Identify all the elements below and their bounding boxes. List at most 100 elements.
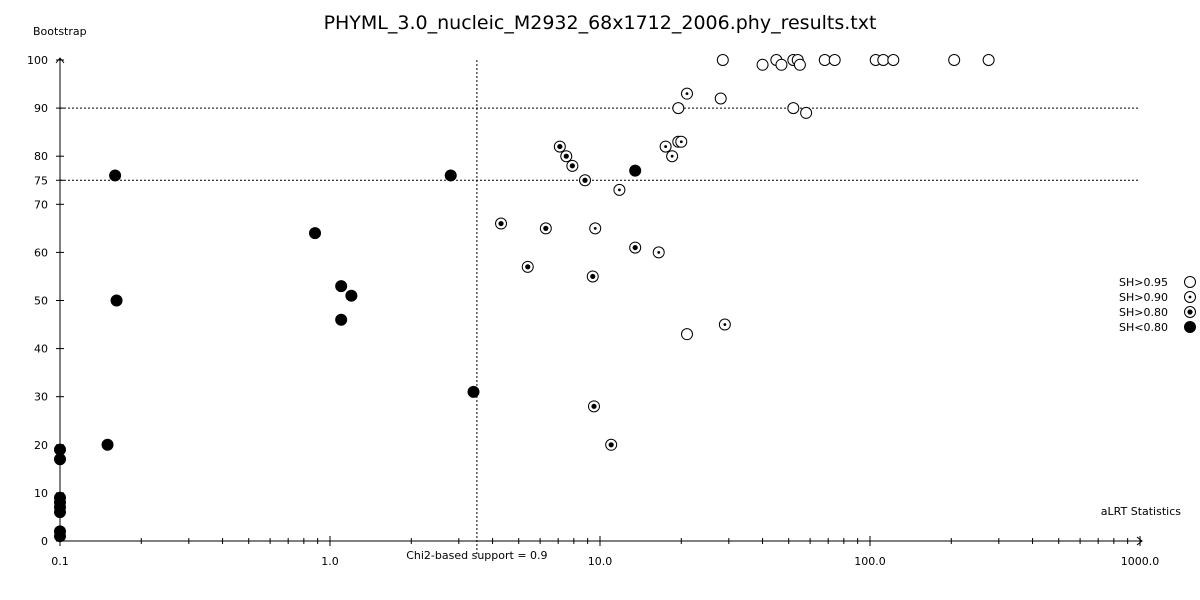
marker-shape bbox=[629, 164, 642, 177]
legend-label: SH<0.80 bbox=[1119, 321, 1168, 334]
legend-marker bbox=[1184, 276, 1196, 288]
marker-shape bbox=[793, 58, 806, 71]
marker-shape bbox=[877, 54, 890, 66]
marker-shape bbox=[775, 58, 788, 71]
data-point-sh-0-95 bbox=[887, 54, 900, 66]
data-point-sh-0-80 bbox=[560, 150, 573, 163]
legend-label: SH>0.80 bbox=[1119, 306, 1168, 319]
data-point-sh-0-80 bbox=[54, 453, 66, 466]
marker-shape bbox=[309, 227, 322, 240]
y-tick-label: 10 bbox=[34, 487, 48, 500]
marker-shape bbox=[756, 58, 769, 71]
marker-shape bbox=[1184, 321, 1196, 333]
axes: 0 10 20 30 40 50 60 70 75 80 90 100 0.1 1.0 10.0 100.0 1… bbox=[27, 54, 1159, 568]
data-point-sh-0-90 bbox=[680, 87, 693, 100]
marker-shape bbox=[800, 106, 813, 119]
marker-shape bbox=[787, 102, 800, 115]
data-point-sh-0-80 bbox=[605, 438, 618, 451]
data-point-sh-0-95 bbox=[800, 106, 813, 119]
y-tick-label: 50 bbox=[34, 295, 48, 308]
data-point-sh-0-90 bbox=[659, 140, 672, 153]
y-tick-label: 100 bbox=[27, 54, 48, 67]
marker-shape bbox=[335, 280, 348, 293]
data-point-sh-0-95 bbox=[756, 58, 769, 71]
marker-dot bbox=[723, 323, 727, 326]
marker-dot bbox=[498, 220, 504, 227]
marker-dot bbox=[582, 177, 588, 183]
y-tick-label: 30 bbox=[34, 391, 48, 404]
marker-shape bbox=[101, 438, 114, 451]
marker-shape bbox=[680, 328, 693, 341]
marker-dot bbox=[664, 145, 668, 148]
legend-marker bbox=[1184, 306, 1196, 318]
y-tick-label: 60 bbox=[34, 246, 48, 259]
data-point-sh-0-95 bbox=[793, 58, 806, 71]
y-tick-label: 20 bbox=[34, 439, 48, 452]
data-point-sh-0-80 bbox=[335, 313, 348, 326]
data-points bbox=[54, 54, 995, 543]
y-axis-arrow bbox=[55, 57, 65, 64]
data-point-sh-0-90 bbox=[589, 222, 602, 235]
x-tick-label: 100.0 bbox=[854, 555, 886, 568]
legend: SH>0.95 SH>0.90 SH>0.80 SH<0.80 bbox=[1119, 276, 1196, 334]
data-point-sh-0-95 bbox=[672, 102, 685, 115]
marker-dot bbox=[591, 403, 597, 409]
marker-dot bbox=[1187, 309, 1193, 315]
data-point-sh-0-95 bbox=[982, 54, 995, 66]
data-point-sh-0-80 bbox=[629, 241, 642, 254]
marker-shape bbox=[109, 169, 122, 182]
data-point-sh-0-80 bbox=[54, 530, 66, 543]
data-point-sh-0-95 bbox=[680, 328, 693, 341]
data-point-sh-0-90 bbox=[675, 135, 688, 148]
legend-marker bbox=[1184, 291, 1196, 303]
marker-shape bbox=[828, 54, 841, 66]
y-tick-label: 0 bbox=[41, 535, 48, 548]
data-point-sh-0-90 bbox=[613, 183, 626, 196]
data-point-sh-0-80 bbox=[444, 169, 457, 182]
marker-shape bbox=[672, 102, 685, 115]
marker-dot bbox=[1188, 295, 1192, 299]
marker-shape bbox=[887, 54, 900, 66]
legend-label: SH>0.95 bbox=[1119, 276, 1168, 289]
data-point-sh-0-80 bbox=[586, 270, 599, 283]
marker-dot bbox=[543, 225, 549, 231]
data-point-sh-0-90 bbox=[718, 318, 731, 331]
marker-dot bbox=[608, 442, 614, 448]
x-axis-arrow bbox=[1136, 536, 1143, 546]
data-point-sh-0-80 bbox=[345, 289, 358, 302]
marker-dot bbox=[563, 153, 569, 159]
marker-dot bbox=[657, 251, 661, 254]
marker-dot bbox=[618, 188, 621, 192]
data-point-sh-0-80 bbox=[495, 217, 508, 230]
data-point-sh-0-80 bbox=[54, 506, 66, 519]
data-point-sh-0-95 bbox=[877, 54, 890, 66]
marker-shape bbox=[444, 169, 457, 182]
x-axis-label: aLRT Statistics bbox=[1101, 505, 1181, 518]
data-point-sh-0-80 bbox=[309, 227, 322, 240]
y-axis-label: Bootstrap bbox=[33, 25, 87, 38]
y-tick-label: 90 bbox=[34, 102, 48, 115]
data-point-sh-0-80 bbox=[539, 222, 552, 235]
y-tick-label: 75 bbox=[34, 174, 48, 187]
marker-dot bbox=[632, 244, 638, 251]
marker-shape bbox=[54, 530, 66, 543]
marker-shape bbox=[982, 54, 995, 66]
data-point-sh-0-80 bbox=[101, 438, 114, 451]
data-point-sh-0-95 bbox=[716, 54, 729, 66]
marker-shape bbox=[110, 294, 123, 307]
data-point-sh-0-80 bbox=[579, 174, 592, 187]
marker-shape bbox=[1184, 276, 1196, 288]
legend-label: SH>0.90 bbox=[1119, 291, 1168, 304]
marker-dot bbox=[525, 264, 531, 270]
y-tick-label: 40 bbox=[34, 343, 48, 356]
data-point-sh-0-90 bbox=[652, 246, 665, 259]
data-point-sh-0-95 bbox=[818, 54, 831, 66]
data-point-sh-0-95 bbox=[948, 54, 961, 66]
marker-dot bbox=[593, 226, 597, 230]
data-point-sh-0-90 bbox=[666, 150, 679, 163]
data-point-sh-0-95 bbox=[828, 54, 841, 66]
chart-title: PHYML_3.0_nucleic_M2932_68x1712_2006.phy… bbox=[324, 12, 877, 34]
data-point-sh-0-95 bbox=[775, 58, 788, 71]
legend-marker bbox=[1184, 321, 1196, 333]
data-point-sh-0-80 bbox=[110, 294, 123, 307]
